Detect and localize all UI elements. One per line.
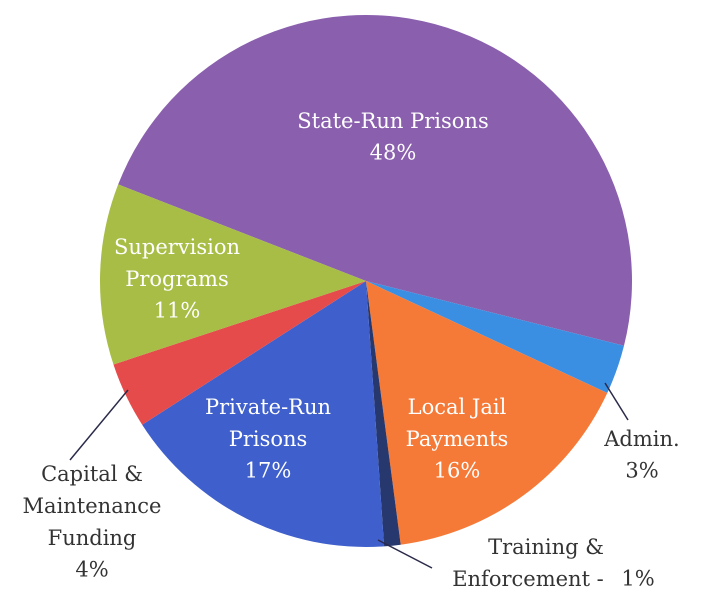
slice-label: Local Jail Payments [406, 395, 509, 451]
slice-label: State-Run Prisons [297, 109, 488, 133]
pie-slice [366, 281, 608, 545]
slice-label: Capital & Maintenance Funding [23, 462, 162, 550]
pie-slice [99, 184, 366, 365]
pie-slice [366, 281, 624, 393]
slice-label: Admin. [603, 427, 679, 451]
slice-label: Training & Enforcement - [452, 535, 604, 591]
leader-line [604, 382, 629, 421]
leader-line [69, 389, 129, 461]
value-label: 16% [434, 459, 481, 483]
value-label: 4% [75, 558, 108, 582]
pie-slice [366, 281, 401, 547]
leader-line [377, 539, 433, 569]
value-label: 48% [370, 141, 417, 165]
value-label: 11% [154, 299, 201, 323]
pie-slice [142, 281, 385, 547]
value-label: 1% [621, 567, 654, 591]
value-label: 3% [625, 459, 658, 483]
value-label: 17% [245, 459, 292, 483]
slice-label: Private-Run Prisons [205, 395, 331, 451]
pie-slice [113, 281, 366, 425]
slice-label: Supervision Programs [114, 235, 240, 291]
pie-slice [118, 15, 632, 346]
